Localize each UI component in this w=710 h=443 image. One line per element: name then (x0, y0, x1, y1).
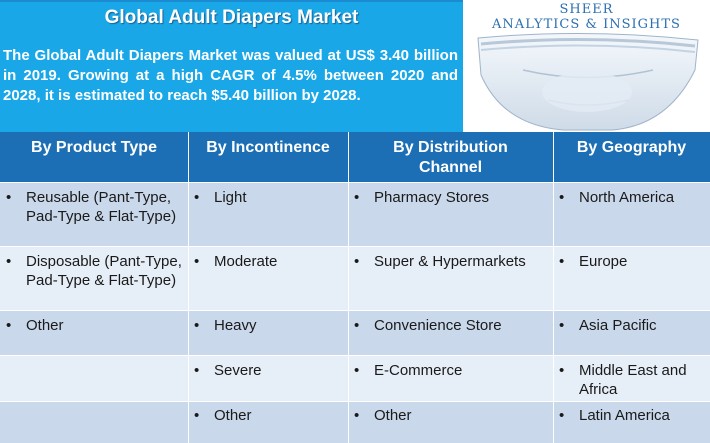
brand-logo-line1: SHEER (559, 2, 614, 17)
bullet: • (354, 189, 360, 206)
bullet: • (354, 253, 360, 270)
segmentation-table: By Product Type By Incontinence By Distr… (0, 132, 710, 443)
bullet: • (354, 317, 360, 334)
bullet: • (194, 362, 200, 379)
table-row-bg (0, 401, 710, 443)
page-title: Global Adult Diapers Market (104, 7, 359, 28)
row-divider (0, 355, 710, 356)
adult-diaper-image (477, 32, 699, 131)
bullet: • (354, 407, 360, 424)
bullet: • (559, 253, 565, 270)
column-header-geography: By Geography (553, 132, 710, 182)
row-divider (0, 401, 710, 402)
column-divider (188, 132, 189, 443)
table-row-bg (0, 355, 710, 401)
market-summary-panel: Global Adult Diapers Market The Global A… (0, 0, 463, 132)
bullet: • (559, 362, 565, 379)
row-divider (0, 246, 710, 247)
bullet: • (6, 253, 12, 270)
table-row-bg (0, 182, 710, 246)
bullet: • (194, 407, 200, 424)
bullet: • (559, 407, 565, 424)
column-header-incontinence: By Incontinence (188, 132, 348, 182)
column-header-distribution-channel: By Distribution Channel (348, 132, 553, 182)
column-divider (348, 132, 349, 443)
brand-logo-line2: ANALYTICS & INSIGHTS (492, 17, 681, 32)
bullet: • (6, 189, 12, 206)
brand-panel: SHEER ANALYTICS & INSIGHTS (463, 0, 710, 132)
column-divider (553, 132, 554, 443)
table-row-bg (0, 246, 710, 310)
row-divider (0, 182, 710, 183)
bullet: • (194, 189, 200, 206)
bullet: • (559, 189, 565, 206)
bullet: • (559, 317, 565, 334)
bullet: • (6, 317, 12, 334)
bullet: • (194, 317, 200, 334)
bullet: • (354, 362, 360, 379)
market-summary-text: The Global Adult Diapers Market was valu… (3, 47, 458, 104)
bullet: • (194, 253, 200, 270)
column-header-product-type: By Product Type (0, 132, 188, 182)
table-row-bg (0, 310, 710, 355)
row-divider (0, 310, 710, 311)
